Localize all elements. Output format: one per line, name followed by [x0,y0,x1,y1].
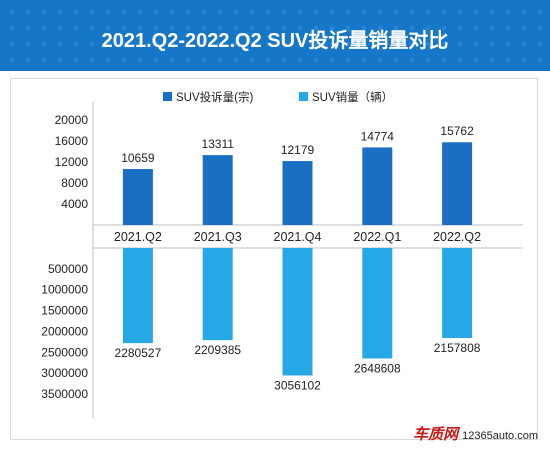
complaint-data-label: 15762 [440,124,474,138]
complaint-bar [122,169,153,225]
category-label: 2021.Q2 [114,230,162,244]
category-label: 2022.Q2 [433,230,481,244]
bottom-tick-label: 1000000 [41,283,88,297]
legend-label: SUV销量（辆） [312,90,393,104]
bottom-tick-label: 2500000 [41,345,88,359]
sales-bar [442,248,473,339]
chart-title: 2021.Q2-2022.Q2 SUV投诉量销量对比 [101,30,449,52]
watermark-url: 12365auto.com [462,430,538,442]
complaint-bar [362,147,393,225]
complaint-bar [442,142,473,225]
bottom-tick-label: 1500000 [41,304,88,318]
bottom-tick-label: 2000000 [41,324,88,338]
sales-data-label: 2648608 [354,361,401,375]
top-tick-label: 20000 [55,113,89,127]
sales-data-label: 3056102 [274,378,321,392]
complaint-bar [202,155,233,225]
legend-swatch [299,92,308,101]
top-tick-label: 4000 [61,197,88,211]
sales-data-label: 2157808 [434,341,481,355]
sales-bar [282,248,313,376]
sales-data-label: 2280527 [115,346,162,360]
watermark-logo: 车质网 12365auto.com [413,423,538,444]
category-label: 2021.Q4 [274,230,322,244]
complaint-data-label: 12179 [281,143,315,157]
top-tick-label: 16000 [55,134,89,148]
complaint-data-label: 13311 [201,137,234,151]
sales-data-label: 2209385 [194,343,241,357]
complaint-data-label: 10659 [121,151,155,165]
bottom-tick-label: 500000 [48,262,88,276]
category-label: 2021.Q3 [194,230,242,244]
top-tick-label: 12000 [55,155,89,169]
title-banner: 2021.Q2-2022.Q2 SUV投诉量销量对比 [0,0,550,71]
complaint-data-label: 14774 [361,129,395,143]
legend-label: SUV投诉量(宗) [176,90,253,104]
bottom-tick-label: 3500000 [41,387,88,401]
top-tick-label: 8000 [61,176,88,190]
watermark-brand: 车质网 [413,426,459,443]
sales-bar [202,248,233,341]
sales-bar [122,248,153,344]
category-label: 2022.Q1 [353,230,401,244]
sales-bar [362,248,393,359]
complaint-bar [282,161,313,225]
legend-swatch [163,92,172,101]
bottom-tick-label: 3000000 [41,366,88,380]
